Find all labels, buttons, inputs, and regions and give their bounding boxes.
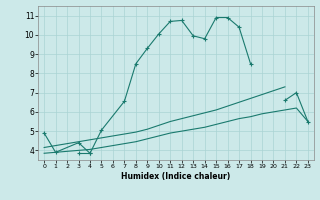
X-axis label: Humidex (Indice chaleur): Humidex (Indice chaleur) xyxy=(121,172,231,181)
